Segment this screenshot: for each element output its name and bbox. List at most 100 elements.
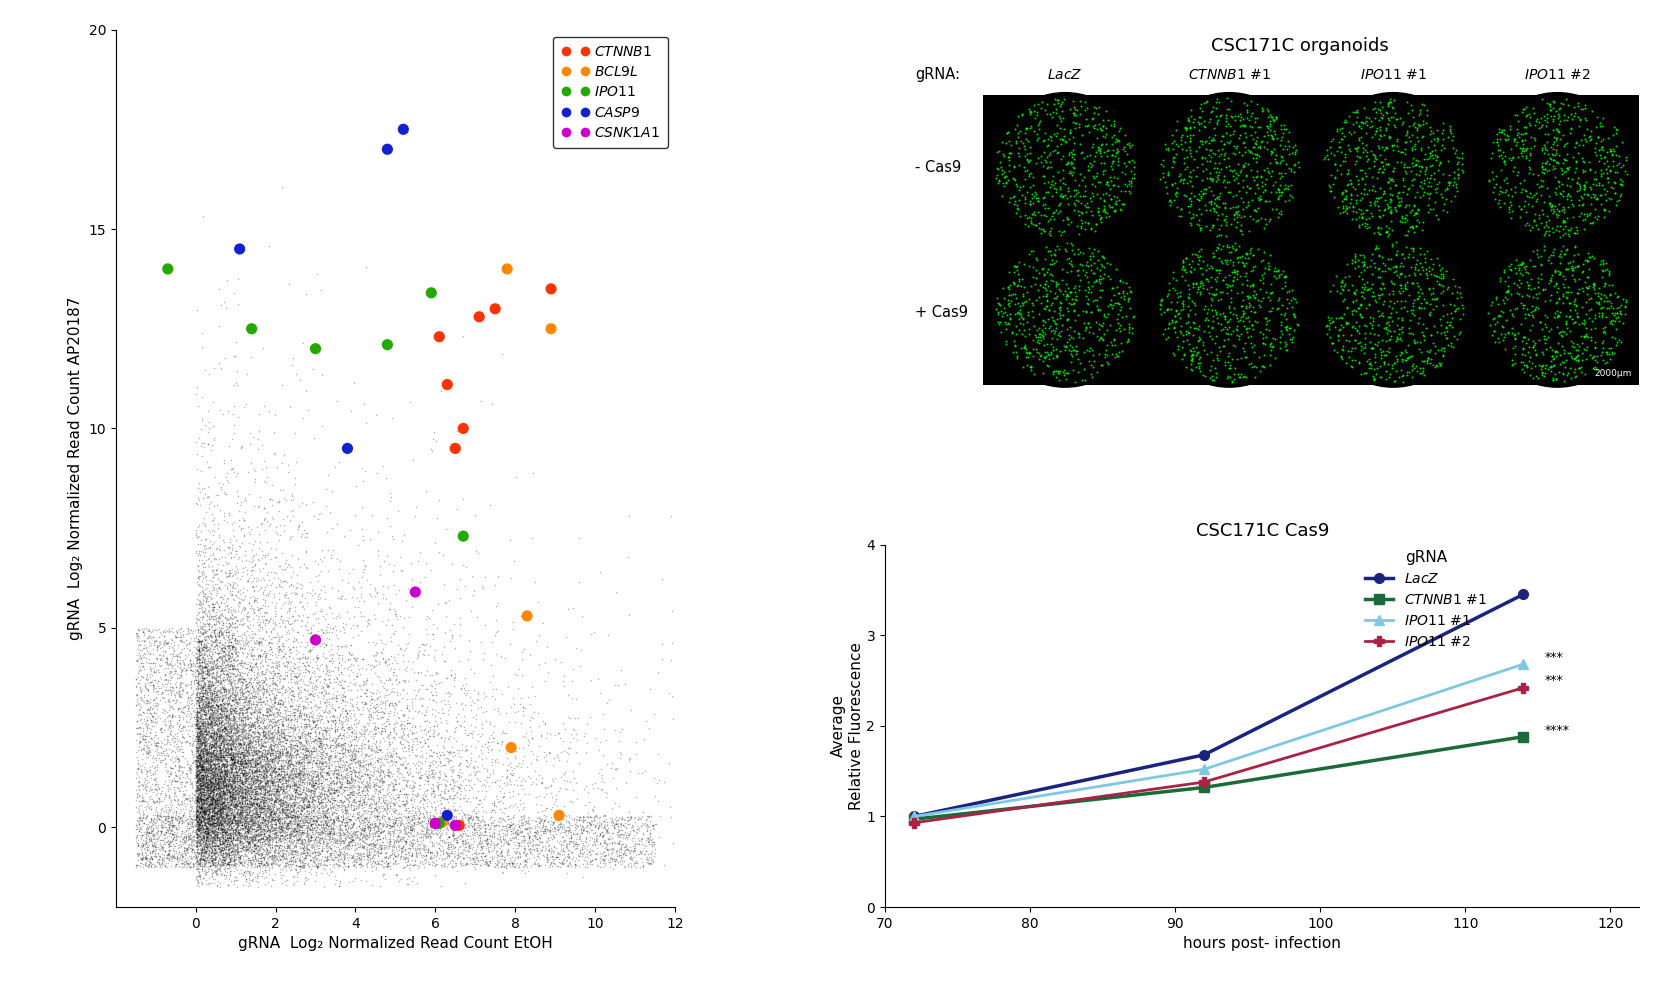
Point <box>296 772 323 788</box>
Point <box>242 816 268 832</box>
Point <box>132 834 159 850</box>
Point <box>185 730 212 745</box>
Point <box>237 659 263 674</box>
Point <box>233 767 260 783</box>
Point <box>1259 177 1286 193</box>
Point <box>399 821 425 837</box>
Point <box>268 738 295 753</box>
Point <box>243 745 270 761</box>
Point <box>210 835 237 851</box>
Point <box>475 844 501 860</box>
Point <box>164 742 190 758</box>
Point <box>131 790 157 806</box>
Point <box>129 633 156 649</box>
Point <box>405 808 432 823</box>
Point <box>185 587 212 602</box>
Point <box>579 803 606 818</box>
Point <box>283 779 309 795</box>
Point <box>199 701 225 717</box>
Point <box>626 810 652 825</box>
Point <box>253 772 280 788</box>
Point <box>212 762 238 778</box>
Point <box>195 665 222 680</box>
Point <box>190 604 217 620</box>
Point <box>402 500 429 516</box>
Point <box>1013 147 1039 163</box>
Point <box>204 814 230 830</box>
Point <box>1079 265 1106 281</box>
Point <box>190 852 217 868</box>
Point <box>1584 190 1610 206</box>
Point <box>293 700 319 716</box>
Point <box>401 778 427 794</box>
Point <box>309 854 336 870</box>
Point <box>1216 133 1243 149</box>
Point <box>212 794 238 810</box>
Point <box>223 817 250 833</box>
Point <box>213 771 240 787</box>
Point <box>293 731 319 746</box>
Point <box>407 759 434 775</box>
Point <box>258 777 285 793</box>
Point <box>1031 154 1058 170</box>
Point <box>190 670 217 686</box>
Point <box>313 731 339 746</box>
Point <box>194 700 220 716</box>
Point <box>399 810 425 826</box>
Point <box>220 752 247 768</box>
Point <box>190 843 217 859</box>
Point <box>210 852 237 868</box>
Point <box>184 762 210 778</box>
Point <box>223 822 250 838</box>
Point <box>260 674 286 690</box>
Point <box>376 696 402 712</box>
Point <box>407 677 434 693</box>
Point <box>222 741 248 757</box>
Point <box>204 665 230 680</box>
Point <box>326 794 353 810</box>
Point <box>257 801 283 816</box>
Point <box>306 740 333 755</box>
Point <box>295 798 321 813</box>
Point <box>429 809 455 824</box>
Point <box>1278 331 1304 347</box>
Point <box>190 641 217 657</box>
Point <box>217 769 243 785</box>
Point <box>353 873 379 888</box>
Point <box>442 669 468 685</box>
Point <box>197 751 223 767</box>
Point <box>394 715 420 731</box>
Point <box>316 755 343 771</box>
Point <box>291 837 318 853</box>
Point <box>1490 264 1516 280</box>
Point <box>265 778 291 794</box>
Point <box>213 844 240 860</box>
Point <box>189 584 215 599</box>
Point <box>210 852 237 868</box>
Point <box>1544 207 1571 223</box>
Point <box>364 835 391 851</box>
Point <box>238 648 265 664</box>
Point <box>245 747 271 763</box>
Point <box>172 833 199 849</box>
Point <box>232 770 258 786</box>
Point <box>237 761 263 777</box>
Point <box>205 776 232 792</box>
Point <box>223 730 250 745</box>
Point <box>607 847 634 863</box>
Point <box>189 820 215 836</box>
Point <box>139 836 166 852</box>
Point <box>242 721 268 737</box>
Point <box>235 786 261 802</box>
Point <box>184 758 210 774</box>
Point <box>1537 254 1564 270</box>
Point <box>209 820 235 836</box>
Point <box>1089 118 1115 134</box>
Point <box>245 667 271 682</box>
Point <box>263 675 290 691</box>
Point <box>1389 171 1415 186</box>
Point <box>240 806 266 821</box>
Point <box>1230 160 1256 176</box>
Point <box>1210 136 1236 152</box>
Point <box>194 799 220 814</box>
